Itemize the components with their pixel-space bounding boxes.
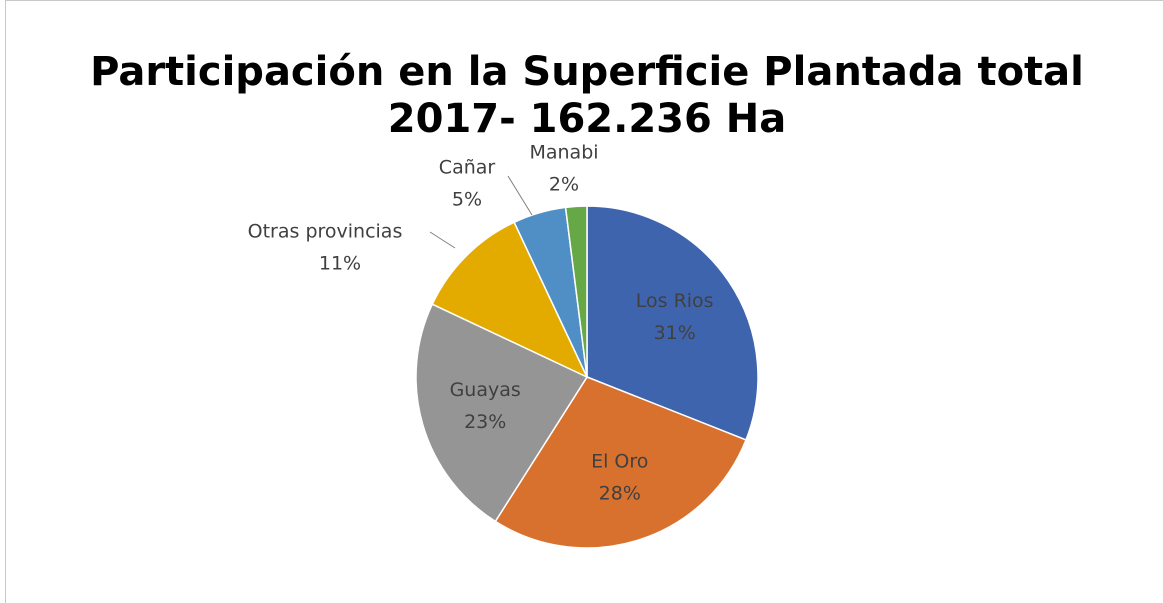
slice-label: Cañar <box>439 157 496 179</box>
slice-label: Guayas <box>450 379 521 401</box>
slice-value-label: 5% <box>452 189 482 211</box>
chart-title: 2017- 162.236 Ha <box>388 96 786 142</box>
leader-line <box>507 175 533 216</box>
slice-value-label: 31% <box>654 322 696 344</box>
slice-label: Los Rios <box>636 290 714 312</box>
slice-value-label: 28% <box>599 482 641 504</box>
leader-line <box>429 231 456 249</box>
pie-slice <box>586 205 759 441</box>
pie-slice <box>494 376 747 549</box>
slice-value-label: 2% <box>549 174 579 196</box>
slice-value-label: 23% <box>464 411 506 433</box>
pie-slice <box>564 205 588 378</box>
pie-slice <box>431 221 589 379</box>
pie-slice <box>415 303 589 523</box>
slice-label: El Oro <box>591 450 648 472</box>
slice-value-label: 11% <box>319 253 361 275</box>
slice-label: Otras provincias <box>248 221 403 243</box>
chart-title: Participación en la Superficie Plantada … <box>90 49 1084 95</box>
slice-label: Manabi <box>529 142 598 164</box>
